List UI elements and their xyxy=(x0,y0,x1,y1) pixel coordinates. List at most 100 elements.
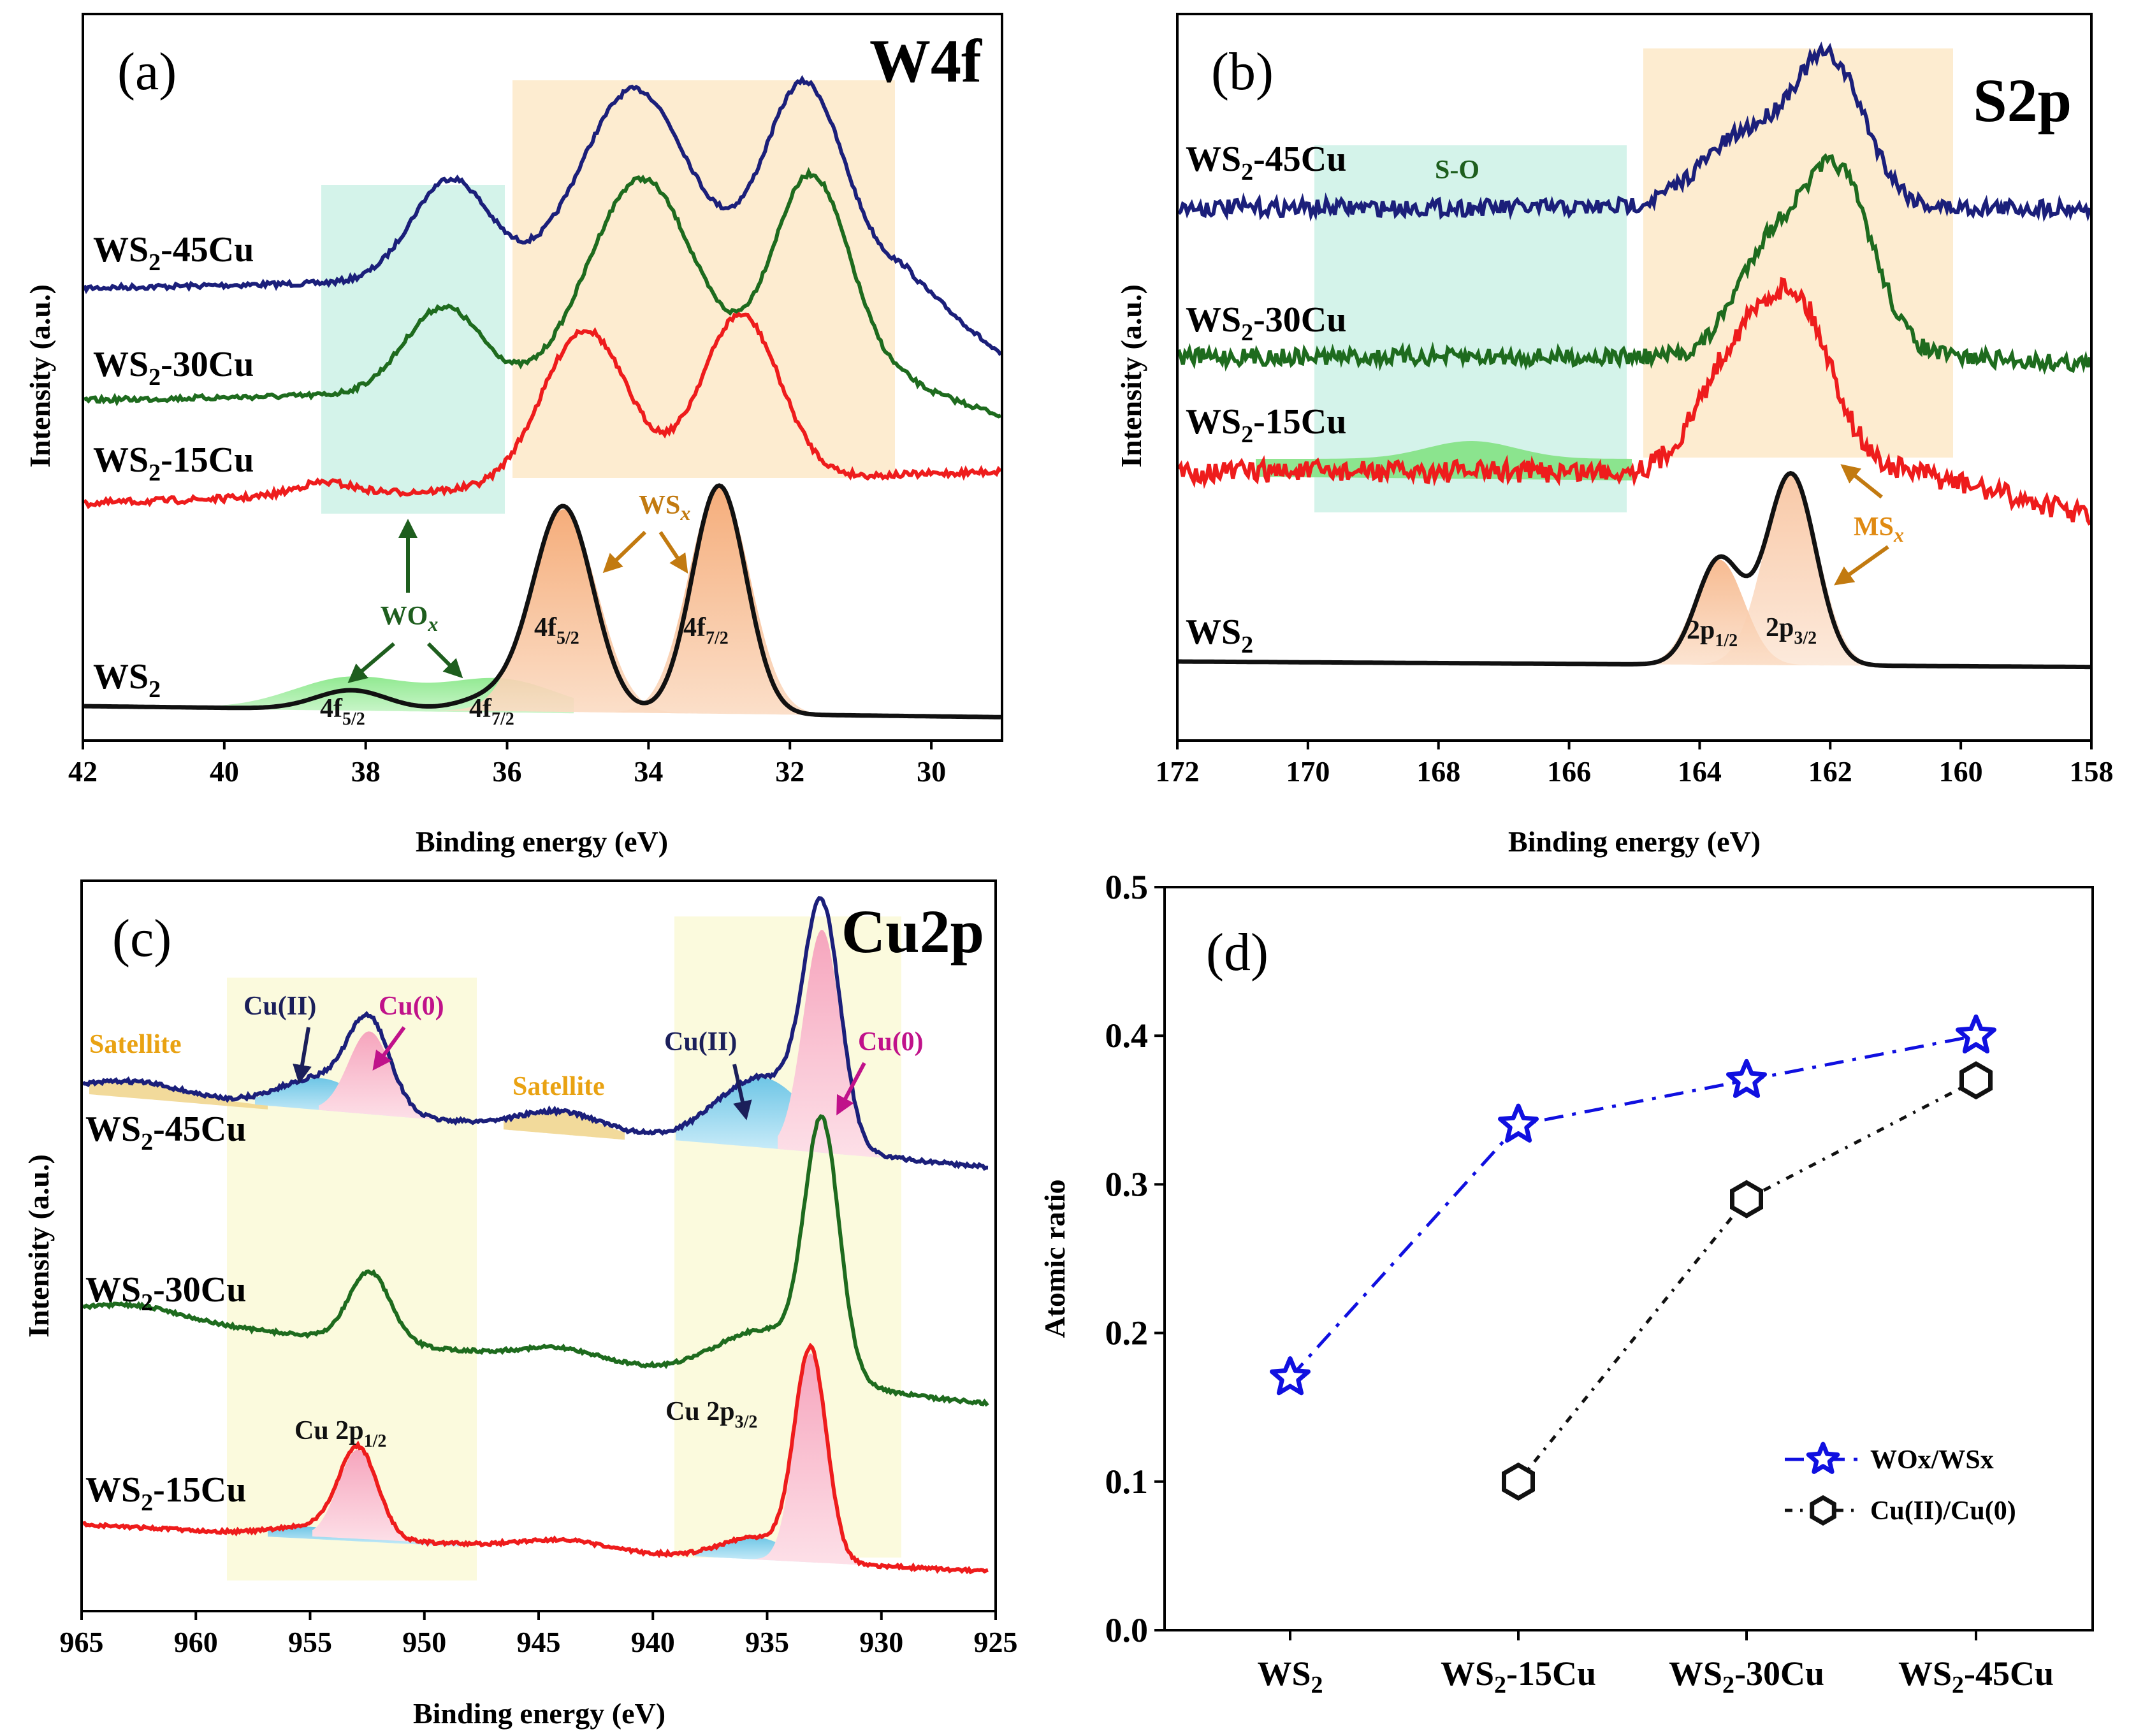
cu0-label-left: Cu(0) xyxy=(379,992,444,1021)
panel-d-ylabel: Atomic ratio xyxy=(1038,1179,1071,1338)
panel-c-cu2p: 965 960 955 950 945 940 935 930 925 (c) Cu2p Bin… xyxy=(22,879,1018,1730)
b-spectrum-WS2-45Cu xyxy=(1177,41,2092,222)
sat-fill-left xyxy=(89,1081,268,1110)
panel-b-letter: (b) xyxy=(1211,42,1274,101)
cu0-arrow-right xyxy=(836,1062,866,1116)
c-spectrum-WS2-30Cu xyxy=(82,1114,989,1407)
d-ytick-label: 0.4 xyxy=(1105,1016,1149,1055)
panel-a-letter: (a) xyxy=(117,42,177,101)
c-xtick-label: 965 xyxy=(60,1626,104,1658)
wsx-fill-52 xyxy=(440,509,797,715)
wox-band xyxy=(321,185,505,514)
c15-cu0-fill-right xyxy=(752,1354,867,1566)
cu2-label-right: Cu(II) xyxy=(664,1027,737,1057)
b-xtick-label: 168 xyxy=(1416,755,1460,788)
a-xtick-label: 36 xyxy=(493,755,522,788)
d-ytick-label: 0.1 xyxy=(1105,1463,1149,1501)
c-series-label: WS2-15Cu xyxy=(85,1470,246,1516)
panel-b-frame xyxy=(1176,13,2093,742)
a-series-label: WS2-15Cu xyxy=(93,440,254,486)
b-series-label: WS2-45Cu xyxy=(1186,140,1346,185)
wsx-fill-72 xyxy=(561,486,956,717)
cu0-fill-left xyxy=(319,1031,433,1120)
b-series-label: WS2 xyxy=(1186,612,1253,658)
cu0-arrow-left xyxy=(372,1026,406,1071)
sat-fill-mid xyxy=(504,1111,625,1140)
cu2-label-left: Cu(II) xyxy=(243,992,316,1021)
a-series-label: WS2 xyxy=(93,657,161,703)
a-spectrum-WS2 xyxy=(84,483,1001,720)
d-series-line-0 xyxy=(1289,1034,1977,1379)
panel-a-frame xyxy=(82,13,1003,742)
a-spectrum-WS2-15Cu xyxy=(82,312,1003,510)
d-ytick-label: 0.2 xyxy=(1105,1314,1149,1352)
a-xtick-label: 42 xyxy=(68,755,98,788)
panel-a-w4f: 42 40 38 36 34 32 30 (a) W4f Binding energy (e… xyxy=(24,13,1003,858)
a-spectrum-WS2-45Cu xyxy=(82,75,1003,356)
b-spectrum-WS2-30Cu xyxy=(1177,153,2092,375)
c-spectrum-WS2-45Cu xyxy=(82,895,989,1171)
d-category-label: WS2-30Cu xyxy=(1669,1654,1824,1698)
panel-c-ylabel: Intensity (a.u.) xyxy=(22,1154,55,1338)
wsx-label: WSx xyxy=(639,491,690,524)
d-legend-star xyxy=(1806,1442,1840,1474)
b-spectrum-WS2 xyxy=(1179,470,2090,670)
d-ytick-label: 0.5 xyxy=(1105,868,1149,906)
so-label: S-O xyxy=(1435,156,1479,185)
c-xtick-label: 945 xyxy=(517,1626,561,1658)
panel-c-letter: (c) xyxy=(112,909,171,968)
b-xtick-label: 164 xyxy=(1678,755,1722,788)
satellite-label-left: Satellite xyxy=(89,1030,182,1059)
wox-arrow-right xyxy=(426,642,463,679)
a-spectrum-WS2-30Cu xyxy=(84,167,1002,419)
b-xtick-label: 160 xyxy=(1939,755,1983,788)
d-legend-hexagon xyxy=(1810,1494,1836,1526)
msx-band xyxy=(1643,48,1953,458)
c-xtick-label: 930 xyxy=(859,1626,903,1658)
cu0-fill-right xyxy=(778,929,880,1158)
b-xtick-label: 158 xyxy=(2070,755,2114,788)
a-series-label: WS2-30Cu xyxy=(93,345,254,391)
c-xtick-label: 940 xyxy=(631,1626,675,1658)
d-point-hexagon xyxy=(1730,1180,1763,1219)
wox-arrow-left xyxy=(347,642,395,683)
d-category-label: WS2 xyxy=(1257,1654,1323,1698)
c-spectrum-WS2-15Cu xyxy=(82,1342,989,1575)
d-legend-label: WOx/WSx xyxy=(1870,1445,1994,1475)
b-xtick-label: 170 xyxy=(1286,755,1330,788)
d-ytick-label: 0.0 xyxy=(1105,1611,1149,1649)
b-2p32-fill xyxy=(1683,474,1944,667)
d-series-line-1 xyxy=(1517,1078,1977,1483)
b-xtick-label: 166 xyxy=(1547,755,1591,788)
b-xtick-label: 172 xyxy=(1156,755,1200,788)
wsx-arrow-left xyxy=(602,530,647,574)
panel-d-atomic-ratio: 0.0 0.1 0.2 0.3 0.4 0.5 WS2 WS2-15Cu WS2-30Cu WS2… xyxy=(1038,868,2094,1698)
d-category-label: WS2-45Cu xyxy=(1898,1654,2054,1698)
b-spectrum-WS2-15Cu xyxy=(1177,277,2092,526)
d-legend-label: Cu(II)/Cu(0) xyxy=(1870,1496,2016,1526)
panel-d-letter: (d) xyxy=(1206,923,1268,982)
cu2-arrow-right xyxy=(732,1064,752,1120)
d-point-star xyxy=(1726,1059,1767,1098)
cu2-arrow-left xyxy=(293,1027,312,1084)
panel-b-title: S2p xyxy=(1973,66,2072,134)
c-xtick-label: 950 xyxy=(402,1626,446,1658)
c-xtick-label: 960 xyxy=(174,1626,218,1658)
c-xtick-label: 935 xyxy=(745,1626,789,1658)
a-xtick-label: 40 xyxy=(210,755,239,788)
a-xtick-label: 34 xyxy=(634,755,663,788)
panel-a-xlabel: Binding energy (eV) xyxy=(416,825,668,858)
panel-b-s2p: 172 170 168 166 164 162 160 158 (b) S2p Binding… xyxy=(1115,13,2114,858)
c-series-label: WS2-30Cu xyxy=(85,1270,246,1316)
a-xtick-label: 30 xyxy=(917,755,946,788)
a-xtick-label: 38 xyxy=(351,755,381,788)
panel-d-legend: WOx/WSx Cu(II)/Cu(0) xyxy=(1785,1442,2016,1526)
d-point-star xyxy=(1498,1103,1539,1143)
b-series-label: WS2-30Cu xyxy=(1186,300,1346,346)
b-2p12-fill xyxy=(1613,560,1849,666)
d-point-hexagon xyxy=(1959,1061,1993,1100)
wsx-arrow-right xyxy=(658,531,688,574)
satellite-label-mid: Satellite xyxy=(512,1072,605,1101)
c-xtick-label: 925 xyxy=(974,1626,1018,1658)
